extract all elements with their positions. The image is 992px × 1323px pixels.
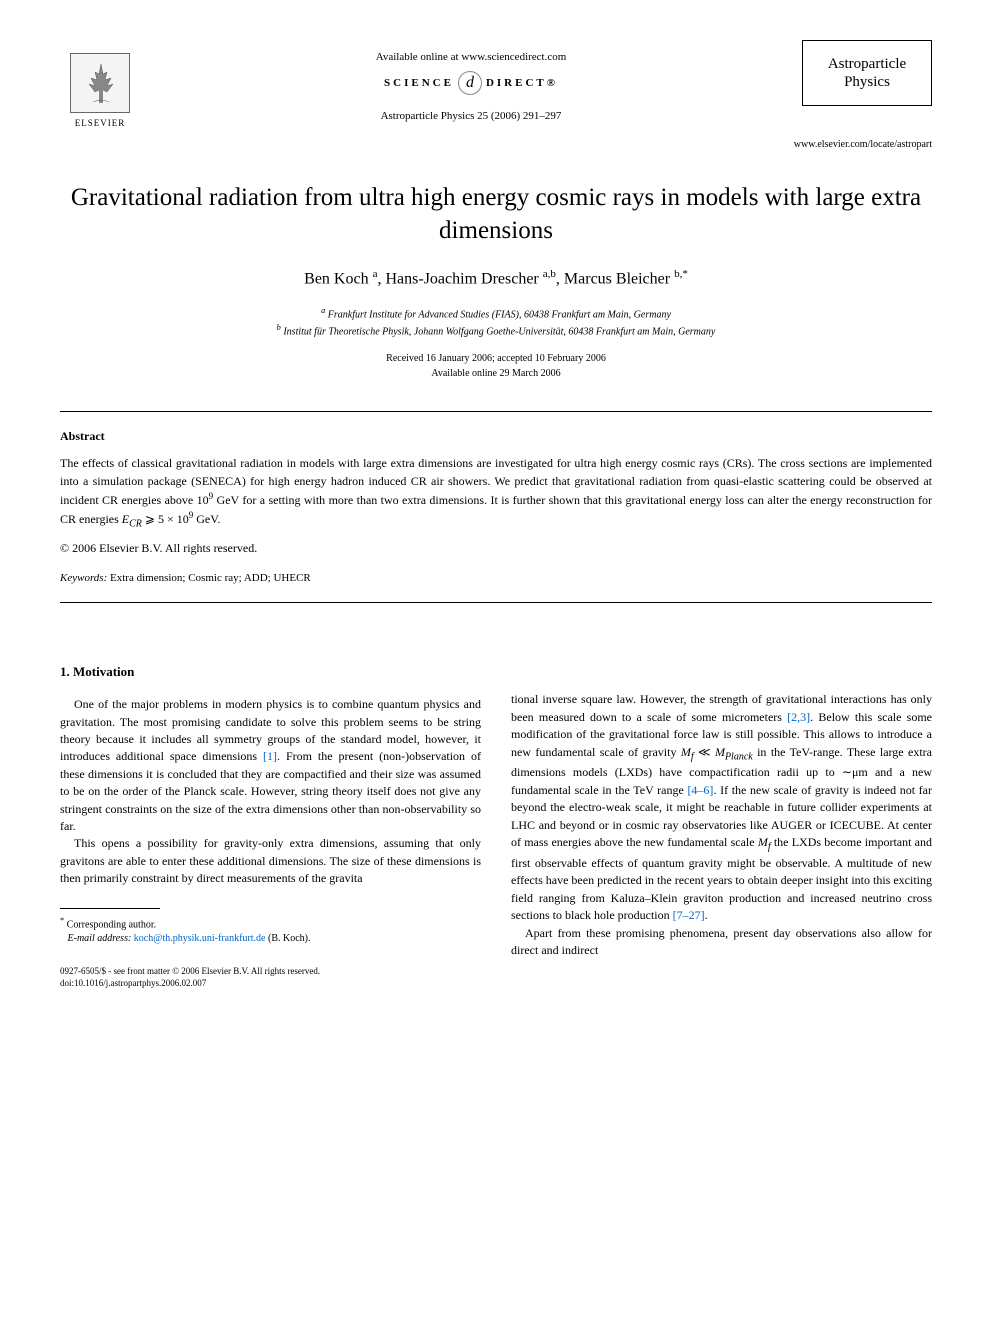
keywords: Keywords: Extra dimension; Cosmic ray; A… — [60, 571, 932, 586]
email-name: (B. Koch). — [265, 933, 310, 944]
keywords-text: Extra dimension; Cosmic ray; ADD; UHECR — [107, 572, 310, 584]
sd-text-left: SCIENCE — [384, 76, 454, 91]
corresponding-author: Corresponding author. — [67, 919, 156, 930]
ref-link-1[interactable]: [1] — [263, 749, 277, 763]
author-2: Hans-Joachim Drescher — [385, 270, 538, 287]
divider-top — [60, 411, 932, 412]
received-date: Received 16 January 2006; accepted 10 Fe… — [60, 351, 932, 366]
footer: 0927-6505/$ - see front matter © 2006 El… — [60, 966, 481, 989]
article-title: Gravitational radiation from ultra high … — [60, 182, 932, 247]
right-p2: Apart from these promising phenomena, pr… — [511, 925, 932, 960]
author-3: Marcus Bleicher — [564, 270, 670, 287]
keywords-label: Keywords: — [60, 572, 107, 584]
journal-url[interactable]: www.elsevier.com/locate/astropart — [60, 138, 932, 152]
authors: Ben Koch a, Hans-Joachim Drescher a,b, M… — [60, 267, 932, 291]
email-link[interactable]: koch@th.physik.uni-frankfurt.de — [134, 933, 266, 944]
body-columns: 1. Motivation One of the major problems … — [60, 623, 932, 989]
section-1-heading: 1. Motivation — [60, 663, 481, 682]
elsevier-text: ELSEVIER — [75, 117, 126, 130]
sd-text-right: DIRECT® — [486, 76, 558, 91]
footnote-star: * — [60, 916, 64, 925]
email-label: E-mail address: — [68, 933, 132, 944]
footer-line2: doi:10.1016/j.astropartphys.2006.02.007 — [60, 978, 481, 990]
journal-name-line1: Astroparticle — [821, 55, 913, 73]
center-header: Available online at www.sciencedirect.co… — [140, 40, 802, 125]
available-online-text: Available online at www.sciencedirect.co… — [140, 50, 802, 65]
science-direct-logo: SCIENCE d DIRECT® — [140, 71, 802, 95]
journal-name-line2: Physics — [821, 73, 913, 91]
author-1-sup: a — [373, 268, 378, 280]
affil-a-sup: a — [321, 306, 325, 315]
divider-bottom — [60, 602, 932, 603]
author-1: Ben Koch — [304, 270, 368, 287]
affil-b: Institut für Theoretische Physik, Johann… — [283, 326, 715, 337]
left-column: 1. Motivation One of the major problems … — [60, 623, 481, 989]
citation-line: Astroparticle Physics 25 (2006) 291–297 — [140, 109, 802, 124]
elsevier-tree-icon — [70, 53, 130, 113]
author-3-sup: b,* — [674, 268, 688, 280]
left-p1: One of the major problems in modern phys… — [60, 696, 481, 835]
footnote: * Corresponding author. E-mail address: … — [60, 915, 481, 946]
journal-box: Astroparticle Physics — [802, 40, 932, 106]
sd-icon: d — [458, 71, 482, 95]
right-p1: tional inverse square law. However, the … — [511, 691, 932, 924]
ref-link-727[interactable]: [7–27] — [673, 908, 705, 922]
header-row: ELSEVIER Available online at www.science… — [60, 40, 932, 130]
copyright: © 2006 Elsevier B.V. All rights reserved… — [60, 540, 932, 557]
abstract-text: The effects of classical gravitational r… — [60, 455, 932, 532]
ref-link-46[interactable]: [4–6] — [687, 783, 713, 797]
left-p2: This opens a possibility for gravity-onl… — [60, 835, 481, 887]
online-date: Available online 29 March 2006 — [60, 366, 932, 381]
footer-line1: 0927-6505/$ - see front matter © 2006 El… — [60, 966, 481, 978]
journal-box-wrapper: Astroparticle Physics — [802, 40, 932, 106]
author-2-sup: a,b — [543, 268, 556, 280]
footnote-divider — [60, 908, 160, 909]
dates: Received 16 January 2006; accepted 10 Fe… — [60, 351, 932, 381]
abstract-heading: Abstract — [60, 428, 932, 445]
elsevier-logo: ELSEVIER — [60, 40, 140, 130]
right-column: tional inverse square law. However, the … — [511, 623, 932, 989]
affil-a: Frankfurt Institute for Advanced Studies… — [328, 309, 671, 320]
ref-link-23[interactable]: [2,3] — [787, 710, 810, 724]
affil-b-sup: b — [277, 323, 281, 332]
affiliations: a Frankfurt Institute for Advanced Studi… — [60, 305, 932, 340]
